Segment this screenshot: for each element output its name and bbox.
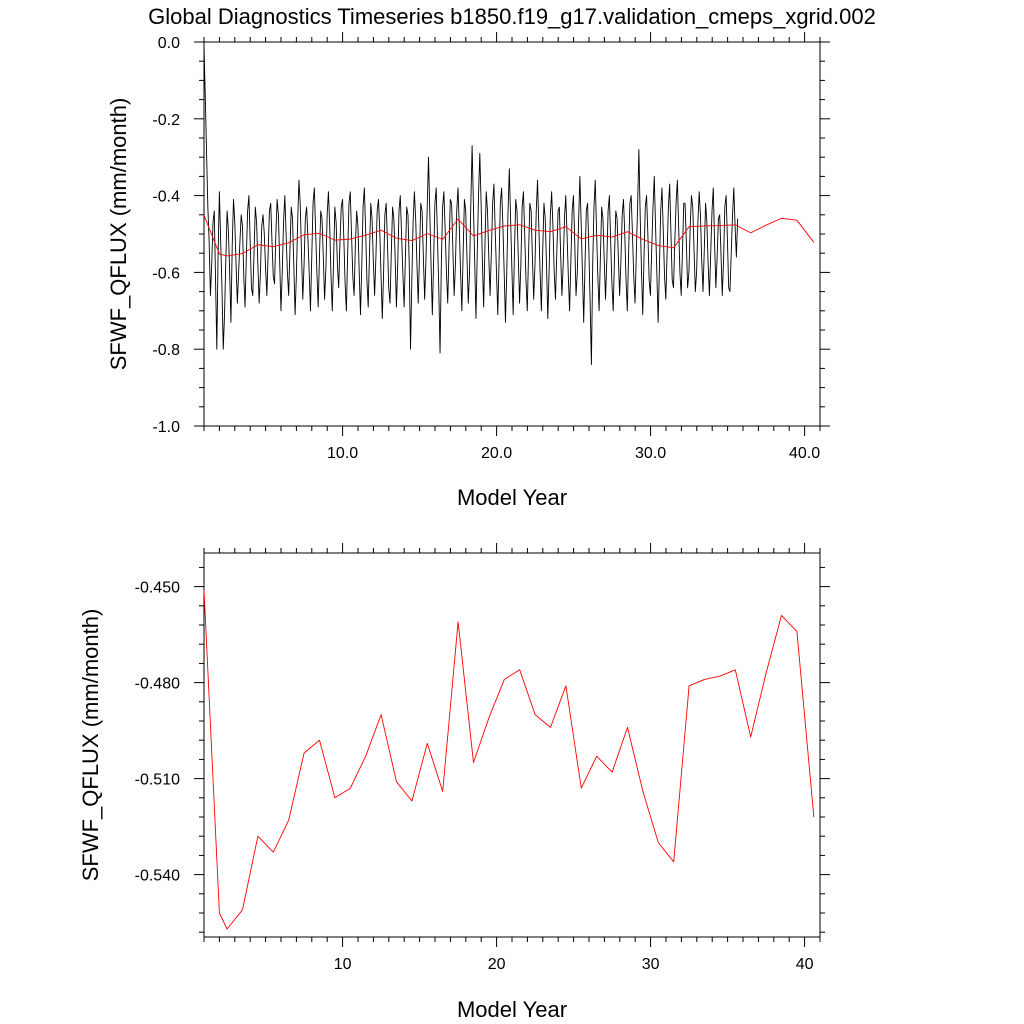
top-y-tick-label: -0.2 [152, 112, 180, 129]
bottom-x-tick-label: 40 [796, 956, 814, 973]
bottom-x-tick-label: 20 [488, 956, 506, 973]
top-y-tick-label: -0.8 [152, 342, 180, 359]
top-series [203, 45, 815, 366]
bottom-series-line-annual-mean [203, 589, 815, 930]
bottom-y-tick-label: -0.480 [135, 676, 180, 693]
top-series-line-annual-mean [203, 215, 815, 257]
bottom-y-axis-label: SFWF_QFLUX (mm/month) [78, 609, 103, 882]
bottom-series [203, 589, 815, 930]
top-y-tick-label: -1.0 [152, 419, 180, 436]
bottom-x-tick-label: 10 [334, 956, 352, 973]
top-x-axis-label: Model Year [457, 485, 567, 510]
bottom-y-tick-label: -0.450 [135, 580, 180, 597]
bottom-ticks: 10 20 30 40 -0.450 -0.480 -0.510 -0.540 [135, 543, 830, 973]
bottom-chart: 10 20 30 40 -0.450 -0.480 -0.510 -0.540 Model Y… [78, 543, 830, 1022]
bottom-x-tick-label: 30 [642, 956, 660, 973]
top-chart: 10.0 20.0 30.0 40.00.0-0.2-0.4-0.6-0.8-1.0 … [106, 32, 830, 510]
top-y-tick-label: -0.6 [152, 265, 180, 282]
top-ticks: 10.0 20.0 30.0 40.0 0.0 -0.2 -0.4 -0.6 -0.8 -1.0 [152, 32, 830, 462]
bottom-plot-frame [203, 552, 821, 938]
figure-title: Global Diagnostics Timeseries b1850.f19_… [148, 4, 876, 29]
top-y-tick-label: 0.0 [158, 35, 180, 52]
bottom-y-tick-label: -0.540 [135, 868, 180, 885]
top-x-tick-label: 40.0 [789, 445, 820, 462]
top-y-axis-label: SFWF_QFLUX (mm/month) [106, 98, 131, 371]
top-y-tick-label: -0.4 [152, 189, 180, 206]
top-series-line-monthly [203, 45, 739, 366]
bottom-x-axis-label: Model Year [457, 997, 567, 1022]
top-x-tick-label: 20.0 [481, 445, 512, 462]
top-x-tick-label: 30.0 [635, 445, 666, 462]
top-x-tick-label: 10.0 [327, 445, 358, 462]
bottom-y-tick-label: -0.510 [135, 772, 180, 789]
